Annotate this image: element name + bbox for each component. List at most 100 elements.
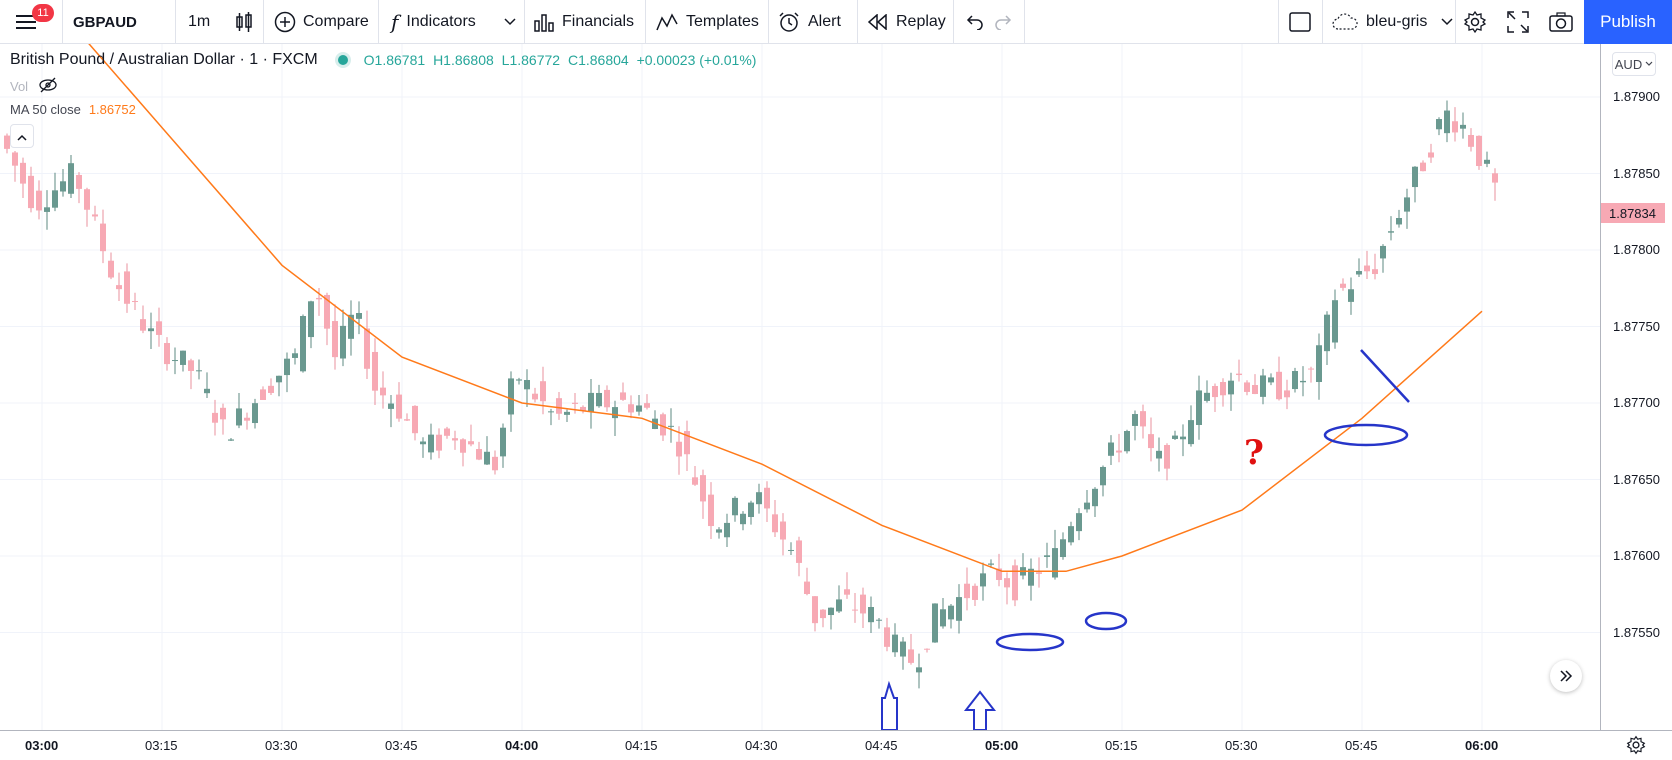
candle-body <box>100 223 106 252</box>
financials-button[interactable]: Financials <box>534 0 634 44</box>
candle-body <box>164 343 170 365</box>
candle-body <box>412 405 418 434</box>
candle-body <box>276 375 282 383</box>
undo-icon <box>964 14 984 30</box>
templates-label: Templates <box>686 13 759 30</box>
candle-body <box>1436 119 1442 130</box>
chevron-down-icon <box>1645 61 1653 66</box>
last-price-label: 1.87834 <box>1601 203 1665 223</box>
candle-body <box>604 389 610 408</box>
chart-canvas[interactable]: ? <box>0 44 1600 730</box>
fullscreen-layout-button[interactable] <box>1289 0 1311 44</box>
top-toolbar: 11 GBPAUD 1m Compare 𝑓 Indicators Financ… <box>0 0 1672 44</box>
alert-button[interactable]: Alert <box>778 0 841 44</box>
candle-body <box>452 438 458 441</box>
candle-body <box>1316 345 1322 382</box>
candle-body <box>356 313 362 319</box>
candle-body <box>172 360 178 362</box>
snapshot-button[interactable] <box>1549 0 1573 44</box>
candle-body <box>244 417 250 421</box>
candle-body <box>1124 431 1130 452</box>
expand-icon <box>1507 11 1529 33</box>
candle-body <box>988 563 994 565</box>
menu-button[interactable] <box>16 0 38 44</box>
candle-body <box>404 419 410 421</box>
candle-body <box>1116 450 1122 453</box>
candle-body <box>1372 269 1378 275</box>
redo-button[interactable] <box>994 0 1014 44</box>
candle-body <box>708 494 714 527</box>
candle-body <box>892 634 898 653</box>
candle-body <box>52 190 58 208</box>
candle-body <box>316 297 322 300</box>
currency-selector[interactable]: AUD <box>1612 52 1656 76</box>
annotation-question-mark: ? <box>1244 433 1264 473</box>
price-tick-label: 1.87650 <box>1613 471 1660 487</box>
candle-body <box>1284 390 1290 398</box>
chart-type-button[interactable] <box>234 0 254 44</box>
chart-pane[interactable]: ? British Pound / Australian Dollar · 1 … <box>0 44 1600 730</box>
candle-body <box>324 294 330 329</box>
indicators-dropdown[interactable] <box>504 0 516 44</box>
price-tick-label: 1.87550 <box>1613 624 1660 640</box>
candle-body <box>1332 300 1338 343</box>
collapse-legend-button[interactable] <box>10 124 34 148</box>
candle-body <box>484 451 490 465</box>
fullscreen-button[interactable] <box>1507 0 1529 44</box>
candle-body <box>1468 135 1474 147</box>
time-axis[interactable]: 03:00 03:15 03:30 03:45 04:00 04:15 04:30 04:45… <box>0 730 1672 760</box>
candle-body <box>156 321 162 335</box>
scroll-to-realtime-button[interactable] <box>1550 660 1582 692</box>
templates-button[interactable]: Templates <box>656 0 759 44</box>
ma-label[interactable]: MA 50 close <box>10 102 81 117</box>
candle-body <box>1420 162 1426 172</box>
publish-button[interactable]: Publish <box>1584 0 1672 44</box>
candle-body <box>964 583 970 599</box>
candle-body <box>1244 382 1250 392</box>
candle-body <box>300 316 306 372</box>
candle-body <box>1012 565 1018 601</box>
candle-body <box>44 207 50 212</box>
indicators-label: Indicators <box>406 13 476 30</box>
candle-body <box>460 439 466 453</box>
candle-body <box>372 351 378 391</box>
ohlc-low: L1.86772 <box>501 52 561 68</box>
legend-symbol-row: British Pound / Australian Dollar · 1 · … <box>10 51 756 69</box>
candle-body <box>1364 265 1370 272</box>
replay-button[interactable]: Replay <box>868 0 946 44</box>
annotation-ellipse <box>1084 611 1128 631</box>
legend-title[interactable]: British Pound / Australian Dollar · 1 · … <box>10 51 318 68</box>
chevron-down-icon <box>504 18 516 26</box>
undo-button[interactable] <box>964 0 984 44</box>
price-axis[interactable]: 1.87900 1.87850 1.87800 1.87750 1.87700 1.876… <box>1600 44 1672 730</box>
eye-off-icon[interactable] <box>38 77 58 96</box>
candle-body <box>732 497 738 516</box>
settings-button[interactable] <box>1463 0 1487 44</box>
candle-body <box>548 411 554 413</box>
candle-body <box>380 387 386 396</box>
interval-button[interactable]: 1m <box>188 13 211 30</box>
price-tick-label: 1.87800 <box>1613 242 1660 257</box>
time-tick-label: 05:30 <box>1225 738 1258 753</box>
compare-button[interactable]: Compare <box>274 0 369 44</box>
candle-body <box>1396 218 1402 225</box>
candle-body <box>308 301 314 338</box>
candle-body <box>1220 382 1226 396</box>
candle-body <box>748 502 754 518</box>
layout-selector[interactable]: bleu-gris <box>1332 0 1453 44</box>
axis-settings-button[interactable] <box>1626 735 1646 760</box>
indicators-button[interactable]: 𝑓 Indicators <box>391 0 476 44</box>
symbol-search[interactable]: GBPAUD <box>73 13 137 31</box>
candle-body <box>852 609 858 611</box>
templates-icon <box>656 12 678 32</box>
candle-body <box>772 514 778 533</box>
candle-body <box>212 412 218 423</box>
candle-body <box>1204 392 1210 401</box>
candle-body <box>956 597 962 621</box>
candle-body <box>636 405 642 412</box>
candle-body <box>1196 390 1202 425</box>
ma-value: 1.86752 <box>88 102 136 117</box>
volume-label[interactable]: Vol <box>10 79 29 94</box>
candle-body <box>196 370 202 372</box>
candle-body <box>1140 411 1146 427</box>
